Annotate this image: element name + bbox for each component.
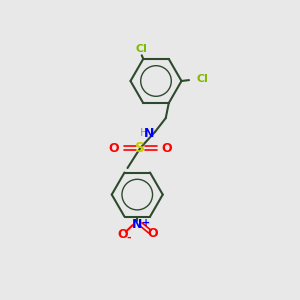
Text: O: O — [147, 227, 158, 240]
Text: O: O — [109, 142, 119, 154]
Text: -: - — [127, 233, 131, 243]
Text: +: + — [142, 218, 150, 228]
Text: N: N — [132, 218, 142, 231]
Text: H: H — [140, 128, 148, 138]
Text: Cl: Cl — [136, 44, 148, 54]
Text: S: S — [135, 141, 145, 155]
Text: Cl: Cl — [196, 74, 208, 85]
Text: N: N — [143, 127, 154, 140]
Text: O: O — [117, 228, 128, 241]
Text: O: O — [161, 142, 172, 154]
